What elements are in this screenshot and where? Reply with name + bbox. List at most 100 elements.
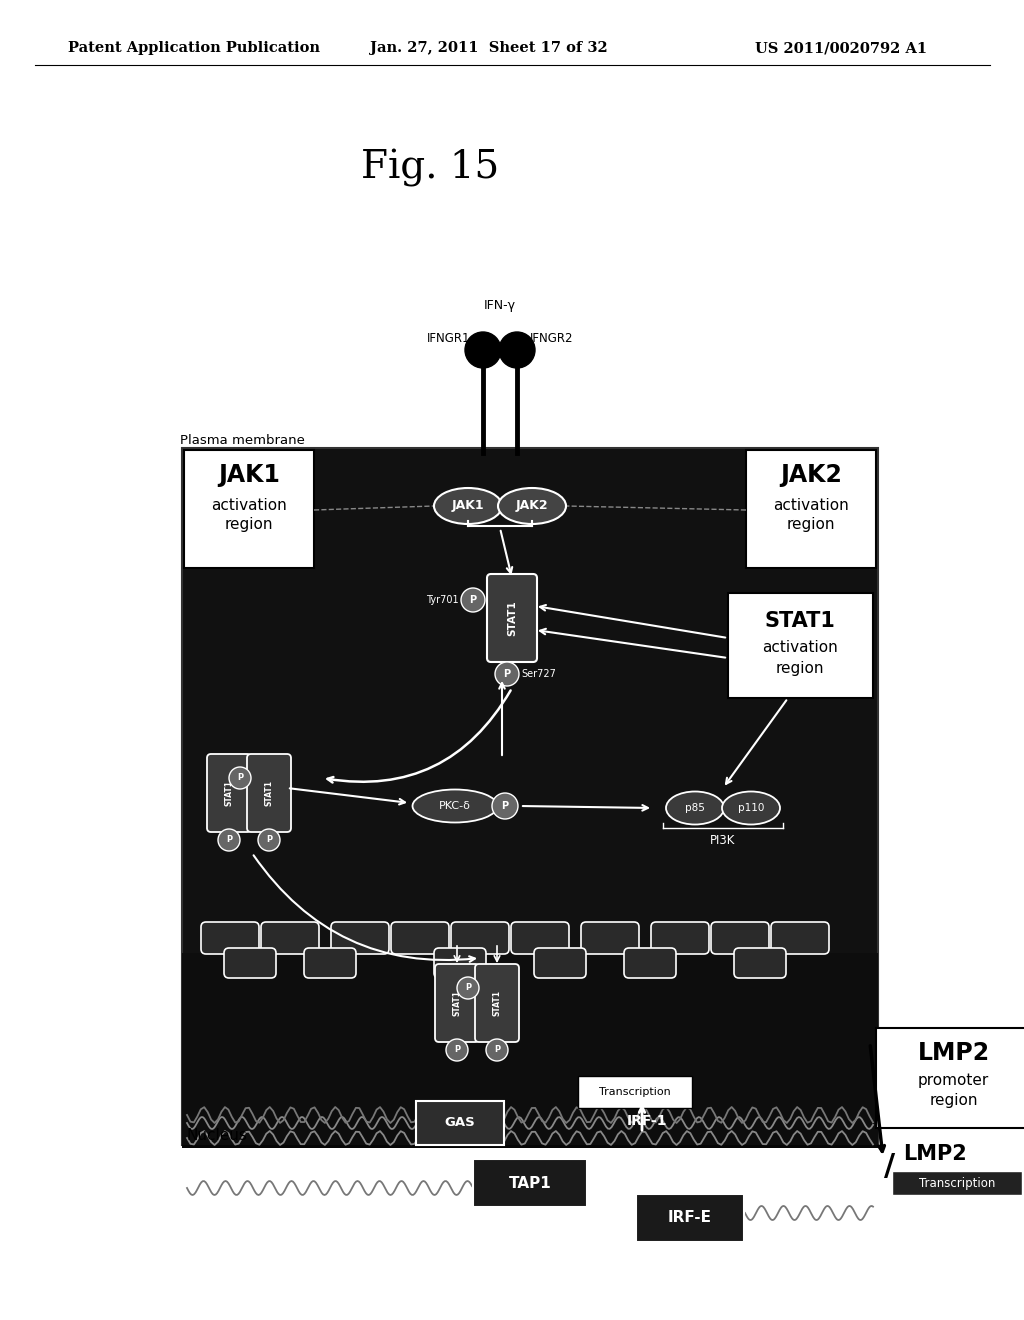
FancyBboxPatch shape	[201, 921, 259, 954]
Text: P: P	[494, 1045, 500, 1055]
FancyBboxPatch shape	[261, 921, 319, 954]
Text: STAT1: STAT1	[507, 601, 517, 636]
FancyBboxPatch shape	[434, 948, 486, 978]
FancyBboxPatch shape	[475, 964, 519, 1041]
Text: IRF-E: IRF-E	[668, 1210, 712, 1225]
Text: P: P	[266, 836, 272, 845]
FancyBboxPatch shape	[416, 1101, 504, 1144]
FancyBboxPatch shape	[451, 921, 509, 954]
Ellipse shape	[413, 789, 498, 822]
FancyBboxPatch shape	[636, 1195, 744, 1242]
Circle shape	[457, 977, 479, 999]
FancyBboxPatch shape	[207, 754, 251, 832]
FancyBboxPatch shape	[711, 921, 769, 954]
Text: Plasma membrane: Plasma membrane	[180, 433, 305, 446]
Text: Transcription: Transcription	[919, 1176, 995, 1189]
Text: IFNGR2: IFNGR2	[530, 331, 573, 345]
FancyBboxPatch shape	[771, 921, 829, 954]
Bar	[876, 1028, 1024, 1129]
FancyBboxPatch shape	[304, 948, 356, 978]
Bar	[182, 447, 878, 1144]
Circle shape	[446, 1039, 468, 1061]
Ellipse shape	[666, 792, 724, 825]
Text: P: P	[237, 774, 243, 783]
FancyBboxPatch shape	[391, 921, 449, 954]
Text: IFNGR1: IFNGR1	[427, 331, 470, 345]
Ellipse shape	[434, 488, 502, 524]
Bar	[746, 450, 876, 568]
Text: PI3K: PI3K	[711, 834, 735, 847]
Ellipse shape	[498, 488, 566, 524]
FancyBboxPatch shape	[511, 921, 569, 954]
Bar	[182, 953, 878, 1144]
Text: Transcription: Transcription	[599, 1086, 671, 1097]
FancyBboxPatch shape	[534, 948, 586, 978]
Text: TAP1: TAP1	[509, 1176, 551, 1191]
Bar	[184, 450, 314, 568]
Text: JAK2: JAK2	[780, 463, 842, 487]
Text: region: region	[786, 517, 836, 532]
Circle shape	[258, 829, 280, 851]
Circle shape	[218, 829, 240, 851]
FancyBboxPatch shape	[331, 921, 389, 954]
Text: JAK1: JAK1	[218, 463, 280, 487]
Ellipse shape	[722, 792, 780, 825]
Text: activation: activation	[762, 640, 838, 656]
FancyBboxPatch shape	[247, 754, 291, 832]
Bar	[892, 1171, 1022, 1195]
Text: Patent Application Publication: Patent Application Publication	[68, 41, 319, 55]
Text: activation: activation	[211, 498, 287, 512]
Text: Tyr701: Tyr701	[426, 595, 459, 605]
Circle shape	[486, 1039, 508, 1061]
Text: P: P	[226, 836, 232, 845]
FancyBboxPatch shape	[581, 921, 639, 954]
FancyBboxPatch shape	[734, 948, 786, 978]
Text: JAK1: JAK1	[452, 499, 484, 512]
Text: P: P	[465, 983, 471, 993]
Text: P: P	[502, 801, 509, 810]
FancyBboxPatch shape	[473, 1159, 587, 1206]
Text: PKC-δ: PKC-δ	[439, 801, 471, 810]
Text: P: P	[454, 1045, 460, 1055]
Text: region: region	[929, 1093, 978, 1109]
Text: /: /	[885, 1151, 896, 1180]
Text: IRF-1: IRF-1	[627, 1114, 668, 1129]
FancyBboxPatch shape	[435, 964, 479, 1041]
FancyBboxPatch shape	[487, 574, 537, 663]
Text: GAS: GAS	[444, 1117, 475, 1130]
Text: STAT1: STAT1	[224, 780, 233, 807]
FancyBboxPatch shape	[651, 921, 709, 954]
Text: Ser727: Ser727	[521, 669, 556, 678]
Text: IFN-γ: IFN-γ	[484, 298, 516, 312]
FancyBboxPatch shape	[224, 948, 276, 978]
Text: STAT1: STAT1	[493, 990, 502, 1016]
Text: US 2011/0020792 A1: US 2011/0020792 A1	[755, 41, 927, 55]
FancyBboxPatch shape	[578, 1076, 692, 1107]
Text: promoter: promoter	[918, 1073, 989, 1089]
Text: STAT1: STAT1	[765, 611, 836, 631]
Text: LMP2: LMP2	[918, 1041, 989, 1065]
Text: JAK2: JAK2	[516, 499, 548, 512]
Text: Fig. 15: Fig. 15	[360, 149, 499, 187]
Text: LMP2: LMP2	[903, 1144, 967, 1164]
Text: activation: activation	[773, 498, 849, 512]
Text: STAT1: STAT1	[264, 780, 273, 807]
Bar	[728, 593, 873, 698]
Circle shape	[492, 793, 518, 818]
Circle shape	[499, 333, 535, 368]
FancyBboxPatch shape	[624, 948, 676, 978]
Text: region: region	[224, 517, 273, 532]
Text: STAT1: STAT1	[453, 990, 462, 1016]
Text: P: P	[504, 669, 511, 678]
Bar	[182, 1144, 878, 1148]
Text: p110: p110	[738, 803, 764, 813]
Circle shape	[229, 767, 251, 789]
Circle shape	[495, 663, 519, 686]
Text: P: P	[469, 595, 476, 605]
Text: Jan. 27, 2011  Sheet 17 of 32: Jan. 27, 2011 Sheet 17 of 32	[370, 41, 608, 55]
Text: region: region	[776, 660, 824, 676]
Text: Nucleus: Nucleus	[187, 1127, 248, 1143]
Circle shape	[461, 587, 485, 612]
Text: p85: p85	[685, 803, 705, 813]
Circle shape	[465, 333, 501, 368]
